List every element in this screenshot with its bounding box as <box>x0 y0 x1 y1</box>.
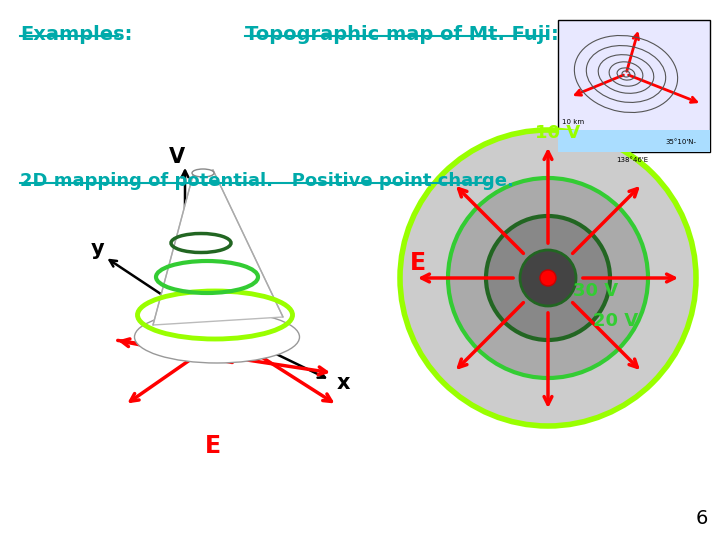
Text: 6: 6 <box>696 509 708 528</box>
Circle shape <box>486 216 610 340</box>
Text: E: E <box>410 251 426 275</box>
Text: 20 V: 20 V <box>593 312 639 330</box>
Text: 35°10'N-: 35°10'N- <box>665 139 696 145</box>
Polygon shape <box>153 170 283 325</box>
Text: 138°46'E: 138°46'E <box>616 157 648 163</box>
Text: Topographic map of Mt. Fuji:: Topographic map of Mt. Fuji: <box>245 25 559 44</box>
Text: 10 km: 10 km <box>562 119 584 125</box>
Text: 10 V: 10 V <box>536 124 580 142</box>
Text: Examples:: Examples: <box>20 25 132 44</box>
Text: x: x <box>337 373 351 393</box>
Text: 2D mapping of potential.   Positive point charge.: 2D mapping of potential. Positive point … <box>20 172 514 190</box>
FancyBboxPatch shape <box>558 130 710 152</box>
Text: E: E <box>205 434 221 458</box>
FancyBboxPatch shape <box>558 20 710 152</box>
Circle shape <box>400 130 696 426</box>
Circle shape <box>540 270 556 286</box>
Text: 30 V: 30 V <box>573 282 618 300</box>
Text: y: y <box>91 239 104 259</box>
Circle shape <box>520 250 576 306</box>
Ellipse shape <box>192 169 214 177</box>
Text: V: V <box>169 147 185 167</box>
Circle shape <box>448 178 648 378</box>
Ellipse shape <box>135 311 300 363</box>
